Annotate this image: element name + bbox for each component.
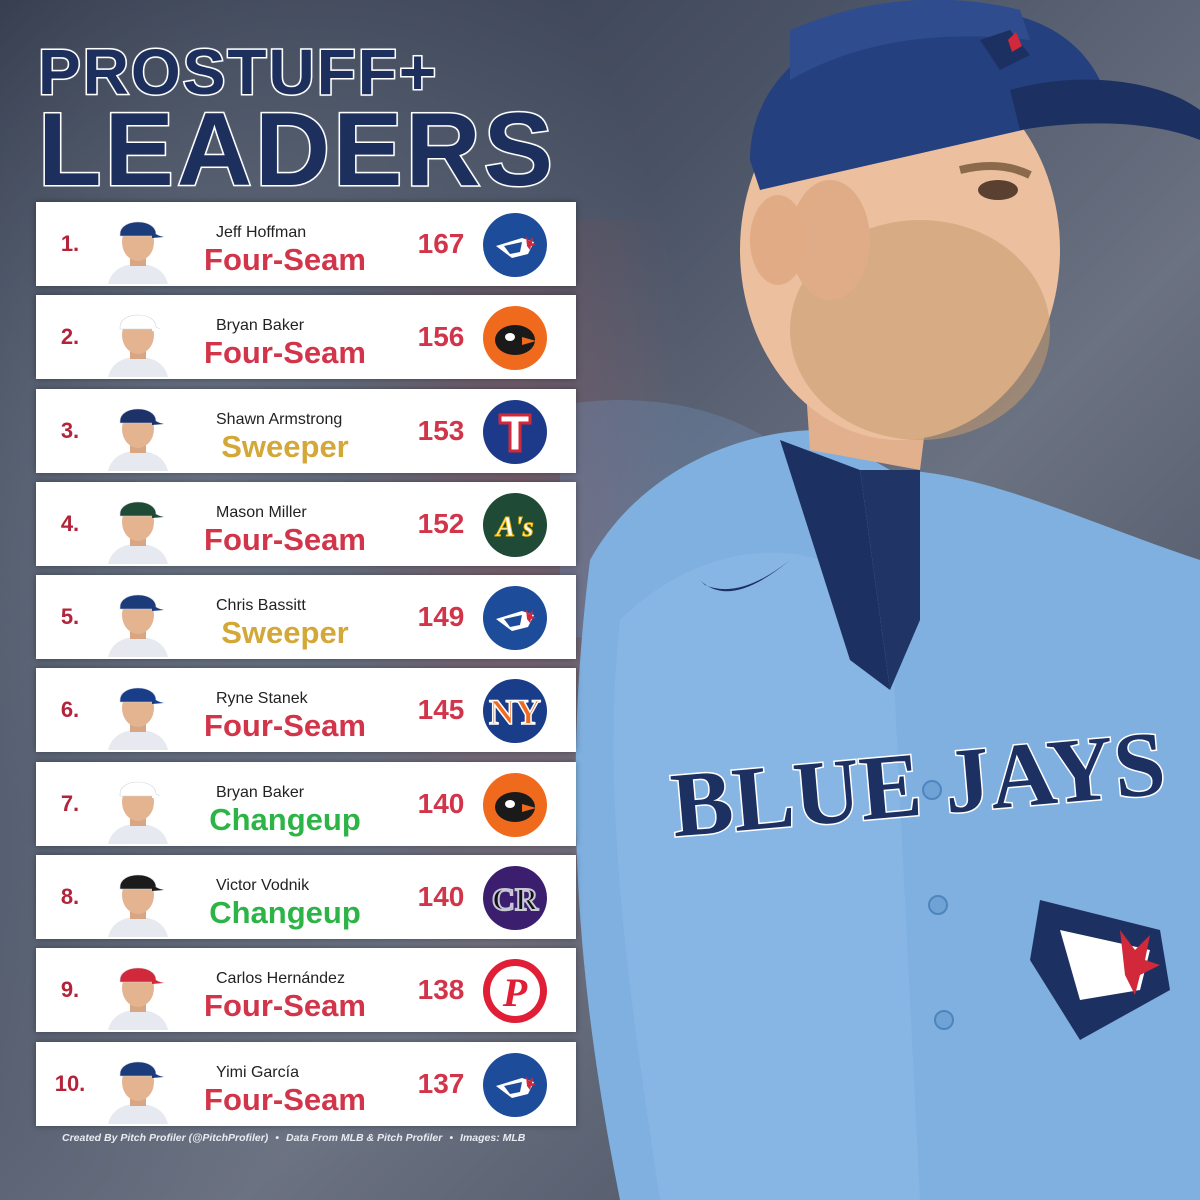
player-name: Yimi García: [216, 1063, 299, 1081]
player-headshot: [102, 208, 174, 284]
rank-number: 1.: [60, 231, 80, 256]
leaderboard: 1. Jeff Hoffman Four-Seam 167 2. Bryan B…: [36, 202, 576, 1135]
pitch-type: Changeup: [209, 895, 361, 931]
prostuff-score: 140: [417, 787, 465, 819]
svg-text:P: P: [502, 970, 528, 1015]
credit-created: Created By Pitch Profiler (@PitchProfile…: [62, 1132, 269, 1144]
prostuff-score: 152: [417, 507, 465, 539]
rank-number: 2.: [60, 324, 80, 350]
prostuff-score: 145: [417, 694, 465, 726]
pitch-type: Sweeper: [221, 615, 349, 651]
pitch-type: Four-Seam: [204, 242, 366, 277]
prostuff-score: 156: [417, 321, 465, 353]
player-headshot: [102, 767, 174, 844]
title-line-1: PROSTUFF+: [37, 36, 439, 108]
player-photo: BLUE JAYS: [560, 0, 1200, 1200]
svg-text:NY: NY: [489, 692, 541, 732]
player-headshot: [102, 674, 174, 751]
pitch-type: Four-Seam: [204, 708, 366, 744]
player-headshot: [102, 861, 174, 938]
orioles-logo-icon: [482, 772, 548, 838]
leaderboard-row: 4. Mason Miller Four-Seam 152 A's: [36, 481, 576, 566]
leaderboard-row: 3. Shawn Armstrong Sweeper 153: [36, 388, 576, 473]
player-headshot: [102, 1047, 174, 1124]
player-headshot: [102, 954, 174, 1031]
player-name: Bryan Baker: [216, 783, 305, 801]
rank-number: 3.: [60, 417, 80, 443]
player-headshot: [102, 394, 174, 471]
credits-footer: Created By Pitch Profiler (@PitchProfile…: [62, 1132, 525, 1144]
player-name: Shawn Armstrong: [216, 410, 343, 428]
player-name: Jeff Hoffman: [216, 224, 307, 241]
prostuff-score: 140: [417, 881, 465, 913]
pitch-type: Four-Seam: [204, 335, 366, 371]
leaderboard-row: 8. Victor Vodnik Changeup 140 CR: [36, 855, 576, 940]
blue-jays-logo-icon: [482, 212, 548, 278]
rank-number: 5.: [60, 604, 80, 630]
player-headshot: [102, 301, 174, 378]
blue-jays-logo-icon: [482, 585, 548, 651]
leaderboard-row: 9. Carlos Hernández Four-Seam 138 P: [36, 948, 576, 1033]
jersey-bird-icon: [1030, 900, 1170, 1040]
separator: •: [275, 1132, 279, 1144]
player-headshot: [102, 487, 174, 564]
rank-number: 8.: [60, 884, 80, 910]
leaderboard-row: 7. Bryan Baker Changeup 140: [36, 761, 576, 846]
rank-number: 10.: [54, 1070, 86, 1096]
svg-text:A's: A's: [494, 512, 533, 543]
orioles-logo-icon: [482, 305, 548, 371]
svg-text:CR: CR: [492, 881, 539, 917]
player-name: Carlos Hernández: [216, 970, 345, 988]
blue-jays-logo-icon: [482, 1052, 548, 1118]
separator: •: [449, 1132, 454, 1144]
page-title: PROSTUFF+ LEADERS: [37, 36, 556, 208]
player-name: Victor Vodnik: [216, 877, 310, 895]
rank-number: 4.: [60, 510, 80, 536]
prostuff-score: 138: [417, 974, 465, 1006]
rockies-logo-icon: CR: [482, 865, 548, 931]
rank-number: 9.: [60, 977, 80, 1003]
prostuff-score: 153: [417, 414, 465, 446]
athletics-logo-icon: A's: [482, 492, 548, 558]
pitch-type: Four-Seam: [204, 988, 366, 1024]
title-line-2: LEADERS: [37, 92, 556, 208]
leaderboard-row: 1. Jeff Hoffman Four-Seam 167: [36, 202, 576, 286]
prostuff-score: 167: [417, 228, 465, 259]
phillies-logo-icon: P: [482, 958, 548, 1024]
player-headshot: [102, 581, 174, 658]
credit-data: Data From MLB & Pitch Profiler: [285, 1132, 443, 1144]
mets-logo-icon: NY: [482, 678, 548, 744]
pitch-type: Changeup: [209, 801, 361, 837]
pitch-type: Sweeper: [221, 428, 349, 464]
rank-number: 7.: [60, 790, 80, 816]
player-name: Ryne Stanek: [216, 690, 308, 708]
prostuff-score: 137: [417, 1067, 465, 1099]
player-name: Chris Bassitt: [216, 597, 306, 615]
player-name: Bryan Baker: [216, 317, 305, 335]
prostuff-score: 149: [417, 601, 465, 633]
credit-images: Images: MLB: [460, 1132, 526, 1144]
pitch-type: Four-Seam: [204, 521, 366, 557]
rangers-logo-icon: [482, 399, 548, 465]
rank-number: 6.: [60, 697, 80, 723]
leaderboard-row: 6. Ryne Stanek Four-Seam 145 NY: [36, 668, 576, 753]
leaderboard-row: 5. Chris Bassitt Sweeper 149: [36, 575, 576, 660]
leaderboard-row: 10. Yimi García Four-Seam 137: [36, 1041, 576, 1126]
leaderboard-row: 2. Bryan Baker Four-Seam 156: [36, 295, 576, 380]
player-name: Mason Miller: [216, 503, 307, 521]
pitch-type: Four-Seam: [204, 1081, 366, 1117]
